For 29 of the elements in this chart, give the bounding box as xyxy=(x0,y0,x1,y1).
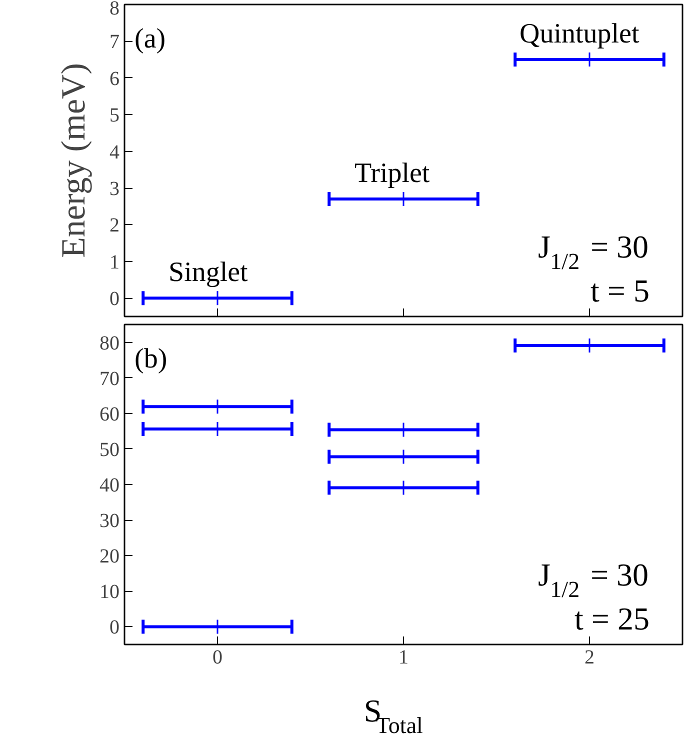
annotation: (a) xyxy=(134,24,166,54)
x-tick-label: 2 xyxy=(584,646,594,668)
annotation: Quintuplet xyxy=(520,18,640,50)
y-tick-label: 7 xyxy=(110,31,120,54)
y-tick-label: 0 xyxy=(110,288,120,310)
y-tick-label: 0 xyxy=(110,616,120,639)
y-tick-label: 30 xyxy=(100,510,120,532)
x-tick-label: 0 xyxy=(212,646,222,668)
y-tick-label: 50 xyxy=(100,438,120,461)
y-tick-label: 3 xyxy=(110,178,120,200)
annotation: t = 25 xyxy=(574,600,650,636)
annotation: Triplet xyxy=(354,158,430,190)
y-tick-label: 60 xyxy=(100,403,120,426)
x-tick-label: 1 xyxy=(398,646,408,668)
annotation: Singlet xyxy=(168,257,248,288)
y-tick-label: 6 xyxy=(110,68,120,90)
y-tick-label: 2 xyxy=(110,214,120,237)
y-tick-label: 70 xyxy=(100,368,120,390)
y-tick-label: 5 xyxy=(110,104,120,127)
y-axis-title: Energy (meV) xyxy=(56,63,92,258)
y-tick-label: 80 xyxy=(100,332,120,354)
annotation: t = 5 xyxy=(590,272,650,308)
y-tick-label: 40 xyxy=(100,474,120,496)
y-tick-label: 1 xyxy=(110,251,120,274)
annotation: (b) xyxy=(134,344,168,374)
y-tick-label: 4 xyxy=(110,141,120,164)
y-tick-label: 20 xyxy=(100,546,120,568)
y-tick-label: 8 xyxy=(110,0,120,20)
y-tick-label: 10 xyxy=(100,581,120,604)
